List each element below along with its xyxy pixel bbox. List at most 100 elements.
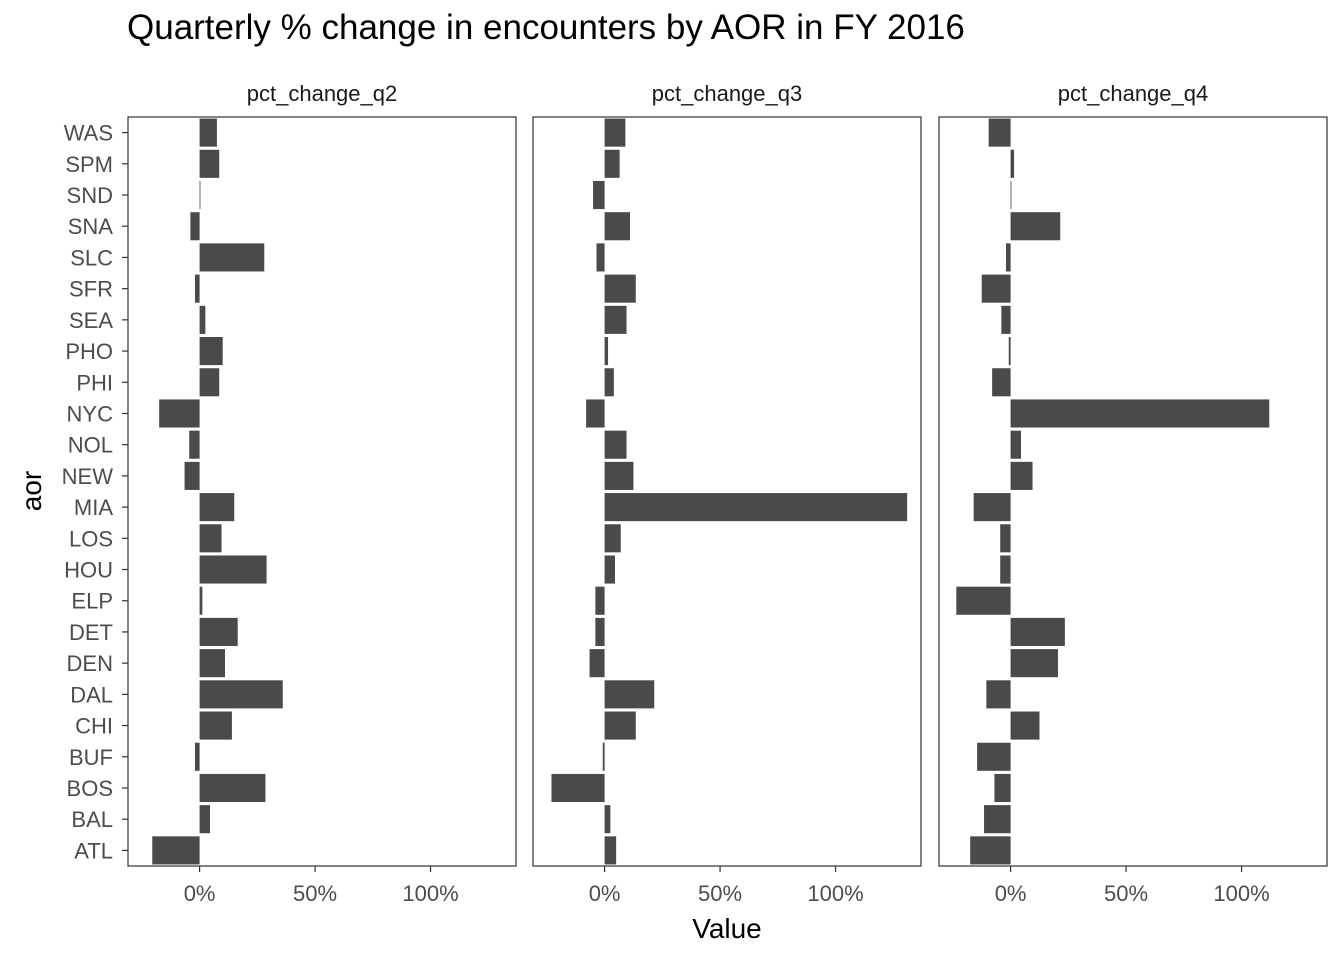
y-tick-label: DAL: [70, 682, 113, 707]
bar-pct_change_q2-NOL: [189, 430, 200, 459]
bar-pct_change_q3-SFR: [604, 274, 636, 303]
bar-pct_change_q4-ELP: [956, 586, 1011, 615]
y-tick-label: DEN: [67, 651, 113, 676]
y-tick-label: PHI: [76, 370, 113, 395]
bar-pct_change_q3-CHI: [604, 711, 636, 740]
bar-pct_change_q4-WAS: [988, 118, 1011, 147]
bar-pct_change_q2-SLC: [199, 243, 265, 272]
y-tick-label: DET: [69, 620, 113, 645]
y-tick-label: SPM: [65, 152, 113, 177]
bar-pct_change_q4-PHI: [992, 368, 1011, 397]
x-tick-label: 0%: [589, 881, 621, 906]
bar-pct_change_q4-BOS: [994, 773, 1011, 803]
panel-border-pct_change_q4: [938, 116, 1328, 867]
bar-pct_change_q3-SNA: [604, 212, 630, 241]
y-tick-label: HOU: [64, 558, 113, 583]
y-tick-label: BAL: [71, 807, 113, 832]
bar-pct_change_q2-DET: [199, 617, 238, 646]
bar-pct_change_q4-SND: [1010, 180, 1012, 210]
bar-pct_change_q3-DAL: [604, 680, 655, 709]
bar-pct_change_q3-MIA: [604, 493, 908, 522]
y-tick-label: SFR: [69, 277, 113, 302]
x-tick-label: 50%: [293, 881, 337, 906]
bar-pct_change_q3-ATL: [604, 836, 617, 865]
bar-pct_change_q2-PHI: [199, 368, 220, 397]
y-tick-label: LOS: [69, 526, 113, 551]
bar-pct_change_q3-DET: [595, 617, 605, 646]
bar-pct_change_q2-BUF: [194, 742, 200, 771]
x-tick-label: 50%: [698, 881, 742, 906]
bar-pct_change_q4-DAL: [986, 680, 1011, 709]
x-tick-label: 0%: [995, 881, 1027, 906]
facet-strip-label: pct_change_q2: [247, 81, 397, 106]
y-tick-label: ELP: [71, 589, 113, 614]
y-tick-label: SND: [67, 183, 113, 208]
bar-pct_change_q4-MIA: [973, 493, 1011, 522]
bar-pct_change_q2-WAS: [199, 118, 217, 147]
panel-border-pct_change_q3: [532, 116, 922, 867]
bar-pct_change_q3-LOS: [604, 524, 621, 553]
bar-pct_change_q2-BOS: [199, 773, 266, 803]
bar-pct_change_q3-ELP: [595, 586, 605, 615]
bar-pct_change_q4-LOS: [1000, 524, 1011, 553]
x-tick-label: 0%: [184, 881, 216, 906]
bar-pct_change_q3-BOS: [551, 773, 605, 803]
x-axis-title: Value: [692, 913, 762, 944]
bar-pct_change_q3-HOU: [604, 555, 615, 584]
bar-pct_change_q3-PHO: [604, 337, 609, 366]
y-tick-label: BUF: [69, 745, 113, 770]
bar-pct_change_q2-MIA: [199, 493, 235, 522]
facet-strip-label: pct_change_q3: [652, 81, 802, 106]
bar-pct_change_q4-ATL: [970, 836, 1011, 865]
bar-pct_change_q2-HOU: [199, 555, 267, 584]
bar-pct_change_q3-PHI: [604, 368, 614, 397]
bar-pct_change_q4-NYC: [1010, 399, 1270, 428]
bar-pct_change_q2-SFR: [194, 274, 200, 303]
bar-pct_change_q4-HOU: [1000, 555, 1011, 584]
bar-pct_change_q4-BUF: [977, 742, 1011, 771]
y-tick-label: ATL: [74, 838, 113, 863]
bar-pct_change_q4-NEW: [1010, 461, 1033, 490]
bar-pct_change_q3-NYC: [586, 399, 605, 428]
y-tick-label: NEW: [62, 464, 114, 489]
chart-title: Quarterly % change in encounters by AOR …: [127, 8, 965, 47]
bar-pct_change_q3-NOL: [604, 430, 627, 459]
panel-border-pct_change_q2: [127, 116, 517, 867]
bar-pct_change_q4-BAL: [984, 805, 1011, 834]
y-tick-label: NOL: [68, 433, 113, 458]
bar-pct_change_q4-CHI: [1010, 711, 1040, 740]
bar-pct_change_q3-BAL: [604, 805, 611, 834]
bar-pct_change_q2-SND: [199, 180, 201, 210]
bar-pct_change_q4-SNA: [1010, 212, 1061, 241]
bar-pct_change_q2-CHI: [199, 711, 232, 740]
bar-pct_change_q2-SPM: [199, 149, 220, 178]
bar-pct_change_q4-NOL: [1010, 430, 1021, 459]
x-tick-label: 100%: [807, 881, 863, 906]
y-tick-label: SNA: [68, 214, 114, 239]
bar-pct_change_q2-BAL: [199, 805, 210, 834]
bar-pct_change_q3-NEW: [604, 461, 634, 490]
bar-pct_change_q4-SPM: [1010, 149, 1015, 178]
y-tick-label: MIA: [74, 495, 113, 520]
bar-pct_change_q2-DAL: [199, 680, 283, 709]
bar-pct_change_q4-SFR: [981, 274, 1011, 303]
facet-strip-label: pct_change_q4: [1058, 81, 1208, 106]
y-tick-label: SLC: [70, 245, 113, 270]
bar-pct_change_q2-NYC: [159, 399, 200, 428]
bar-pct_change_q2-SNA: [190, 212, 200, 241]
bar-pct_change_q2-ELP: [199, 586, 203, 615]
bar-pct_change_q2-LOS: [199, 524, 222, 553]
bar-pct_change_q4-DET: [1010, 617, 1065, 646]
bar-pct_change_q2-DEN: [199, 649, 225, 678]
bar-pct_change_q3-SLC: [596, 243, 605, 272]
x-tick-label: 50%: [1104, 881, 1148, 906]
x-tick-label: 100%: [1213, 881, 1269, 906]
bar-pct_change_q4-DEN: [1010, 649, 1058, 678]
y-axis-title: aor: [16, 471, 47, 511]
bar-pct_change_q3-WAS: [604, 118, 626, 147]
y-tick-label: PHO: [65, 339, 113, 364]
bar-pct_change_q4-SLC: [1005, 243, 1011, 272]
y-tick-label: CHI: [75, 714, 113, 739]
bar-pct_change_q2-ATL: [152, 836, 200, 865]
